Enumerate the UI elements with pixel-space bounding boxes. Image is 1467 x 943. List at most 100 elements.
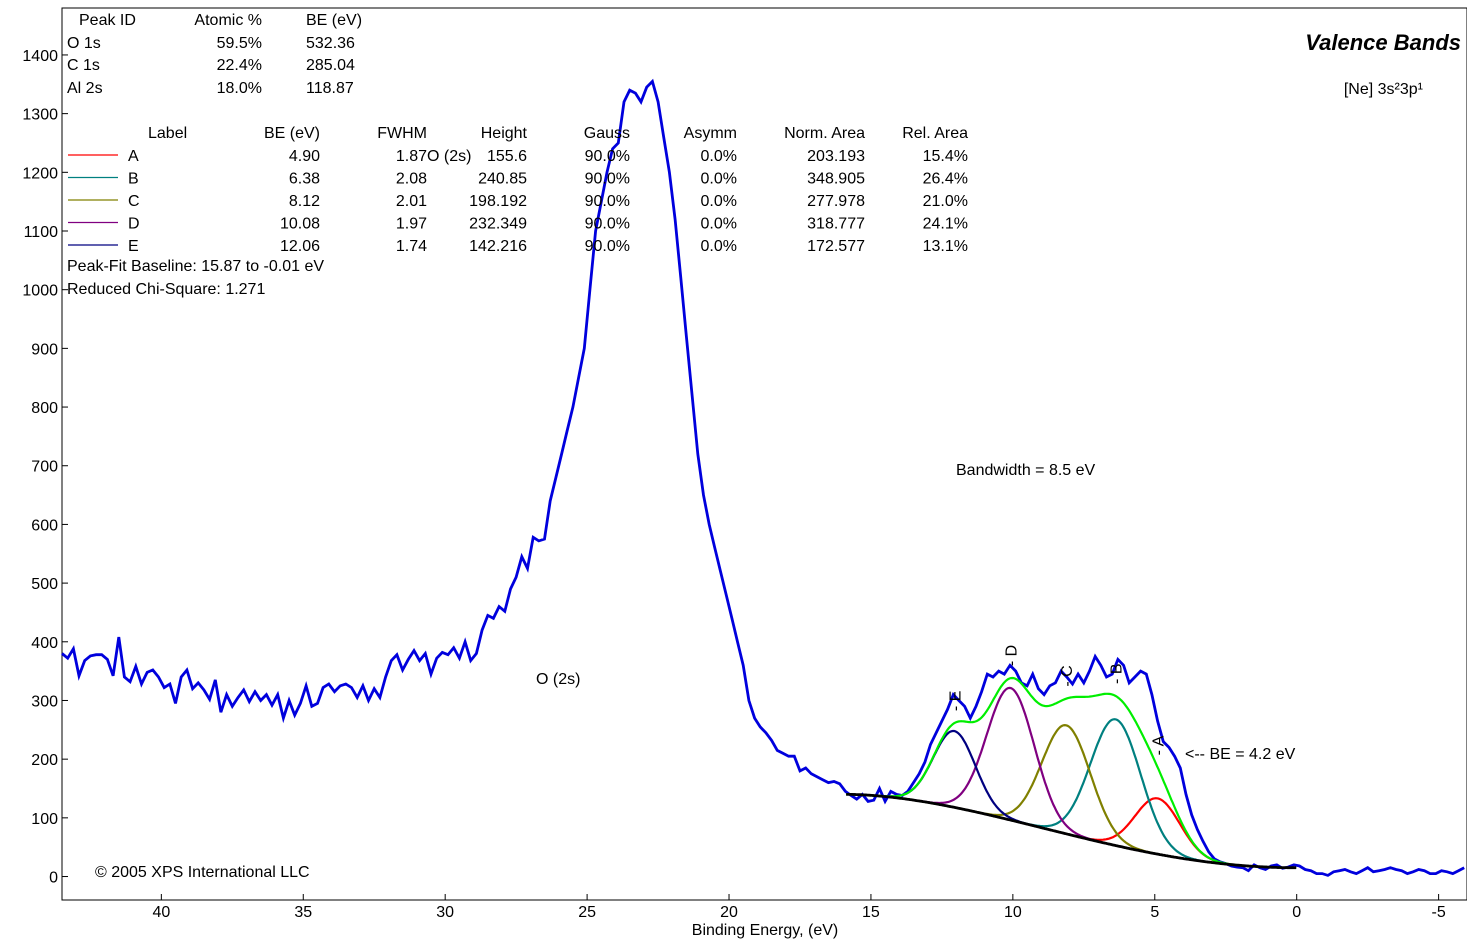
- fit-cell: 172.577: [807, 238, 865, 255]
- x-tick-label: 30: [436, 904, 454, 921]
- fit-cell: 10.08: [280, 216, 320, 233]
- x-tick-label: 40: [152, 904, 170, 921]
- fit-header-height: Height: [481, 125, 528, 142]
- fit-header-label: Label: [148, 125, 187, 142]
- o2s-annotation: O (2s): [536, 671, 580, 688]
- y-tick-label: 600: [31, 517, 58, 534]
- fit-cell: 21.0%: [923, 193, 968, 210]
- y-tick-label: 300: [31, 693, 58, 710]
- fit-cell: 90.0%: [585, 148, 630, 165]
- fit-header-asymm: Asymm: [684, 125, 737, 142]
- y-tick-label: 1200: [22, 165, 58, 182]
- fit-header-be: BE (eV): [264, 125, 320, 142]
- summary-cell: 532.36: [306, 35, 355, 52]
- y-tick-label: 1300: [22, 107, 58, 124]
- fit-cell: 90.0%: [585, 238, 630, 255]
- x-tick-label: 5: [1150, 904, 1159, 921]
- fit-table: Label BE (eV) FWHM Height Gauss Asymm No…: [67, 125, 968, 298]
- x-tick-label: 25: [578, 904, 596, 921]
- summary-cell: Al 2s: [67, 80, 103, 97]
- fit-cell: 90.0%: [585, 216, 630, 233]
- x-axis-ticks: 40 35 30 25 20 15 10 5 0 -5: [152, 894, 1446, 921]
- fit-cell: 155.6: [487, 148, 527, 165]
- y-tick-label: 0: [49, 870, 58, 887]
- fit-cell: 90.0%: [585, 171, 630, 188]
- peak-markers: - A - B - C - D - E: [947, 645, 1167, 755]
- y-axis-ticks: 0 100 200 300 400 500 600 700 800 900 1000 1100 1200…: [22, 48, 68, 887]
- fit-cell: 0.0%: [701, 171, 737, 188]
- x-tick-label: 20: [720, 904, 738, 921]
- fit-row-label: D: [128, 216, 140, 233]
- fit-cell: 1.74: [396, 238, 427, 255]
- fit-cell: 6.38: [289, 171, 320, 188]
- summary-cell: 18.0%: [217, 80, 262, 97]
- be-annotation: <-- BE = 4.2 eV: [1185, 746, 1296, 763]
- fit-cell: 0.0%: [701, 193, 737, 210]
- fit-cell: 1.97: [396, 216, 427, 233]
- fit-header-gauss: Gauss: [584, 125, 630, 142]
- baseline-line: [846, 793, 1297, 870]
- fit-curve-b: [846, 718, 1297, 869]
- y-tick-label: 1400: [22, 48, 58, 65]
- fit-cell: 8.12: [289, 193, 320, 210]
- x-tick-label: 35: [294, 904, 312, 921]
- fit-cell: 15.4%: [923, 148, 968, 165]
- fit-row-label: B: [128, 171, 139, 188]
- x-axis-title: Binding Energy, (eV): [692, 922, 838, 939]
- chart-title: Valence Bands: [1305, 30, 1461, 55]
- bandwidth-annotation: Bandwidth = 8.5 eV: [956, 462, 1096, 479]
- chart-subtitle: [Ne] 3s²3p¹: [1344, 81, 1423, 98]
- fit-cell: 24.1%: [923, 216, 968, 233]
- fit-header-fwhm: FWHM: [377, 125, 427, 142]
- fit-cell: 1.87: [396, 148, 427, 165]
- fit-header-norm-area: Norm. Area: [784, 125, 865, 142]
- fit-header-rel-area: Rel. Area: [902, 125, 968, 142]
- y-tick-label: 1000: [22, 283, 58, 300]
- fit-row-label: E: [128, 238, 139, 255]
- x-tick-label: -5: [1431, 904, 1445, 921]
- fit-cell: 0.0%: [701, 238, 737, 255]
- peak-marker-a: - A: [1151, 735, 1168, 755]
- x-tick-label: 10: [1004, 904, 1022, 921]
- fit-cell: 232.349: [469, 216, 527, 233]
- y-tick-label: 1100: [24, 224, 59, 241]
- fit-cell: 240.85: [478, 171, 527, 188]
- fit-cell: 0.0%: [701, 216, 737, 233]
- y-tick-label: 200: [31, 752, 58, 769]
- fit-envelope-line: [846, 676, 1297, 869]
- peak-marker-b: - B: [1109, 663, 1126, 683]
- fit-row-label: A: [128, 148, 139, 165]
- fit-cell: 12.06: [280, 238, 320, 255]
- fit-cell: 26.4%: [923, 171, 968, 188]
- peak-marker-d: - D: [1004, 645, 1021, 666]
- y-tick-label: 700: [31, 459, 58, 476]
- y-tick-label: 900: [31, 341, 58, 358]
- summary-header-peak-id: Peak ID: [79, 12, 136, 29]
- fit-chisq-text: Reduced Chi-Square: 1.271: [67, 281, 265, 298]
- summary-cell: 22.4%: [217, 57, 262, 74]
- plot-frame: [61, 7, 1467, 901]
- fit-cell: 13.1%: [923, 238, 968, 255]
- summary-cell: 118.87: [306, 80, 354, 97]
- fit-cell: 4.90: [289, 148, 320, 165]
- fit-cell: 318.777: [807, 216, 865, 233]
- summary-cell: 59.5%: [217, 35, 262, 52]
- fit-overlap-text: O (2s): [427, 148, 471, 165]
- summary-cell: 285.04: [306, 57, 355, 74]
- x-tick-label: 0: [1292, 904, 1301, 921]
- peak-marker-e: - E: [947, 691, 964, 711]
- fit-cell: 348.905: [807, 171, 865, 188]
- fit-cell: 90.0%: [585, 193, 630, 210]
- fit-cell: 142.216: [469, 238, 527, 255]
- summary-table: Peak ID Atomic % BE (eV) O 1s 59.5% 532.…: [67, 12, 362, 97]
- fit-cell: 2.01: [396, 193, 427, 210]
- fit-curve-d: [846, 686, 1297, 869]
- fit-cell: 198.192: [469, 193, 527, 210]
- y-tick-label: 800: [31, 400, 58, 417]
- fit-cell: 277.978: [807, 193, 865, 210]
- x-tick-label: 15: [862, 904, 880, 921]
- fit-cell: 2.08: [396, 171, 427, 188]
- summary-cell: O 1s: [67, 35, 101, 52]
- fit-baseline-text: Peak-Fit Baseline: 15.87 to -0.01 eV: [67, 258, 324, 275]
